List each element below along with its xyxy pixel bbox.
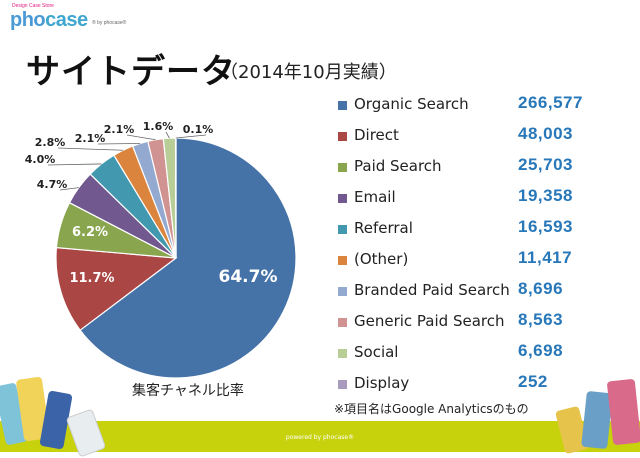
legend-label: Organic Search	[354, 95, 469, 113]
leader-line	[48, 164, 101, 165]
legend-swatch	[338, 101, 347, 110]
legend-swatch	[338, 256, 347, 265]
legend-swatch	[338, 163, 347, 172]
legend-swatch	[338, 380, 347, 389]
footnote: ※項目名はGoogle Analyticsのもの	[334, 400, 529, 417]
legend-value: 19,358	[518, 186, 573, 206]
pie-percent-label: 4.7%	[37, 178, 68, 191]
legend-value: 25,703	[518, 155, 573, 175]
legend-label: (Other)	[354, 250, 408, 268]
legend-label: Branded Paid Search	[354, 281, 510, 299]
legend-value: 6,698	[518, 341, 563, 361]
pie-percent-label: 1.6%	[143, 120, 174, 133]
pie-percent-label: 2.1%	[75, 132, 106, 145]
legend-value: 8,563	[518, 310, 563, 330]
pie-percent-label: 0.1%	[183, 123, 214, 136]
legend-label: Social	[354, 343, 398, 361]
legend-swatch	[338, 225, 347, 234]
leader-line	[58, 148, 123, 150]
legend-swatch	[338, 349, 347, 358]
legend-value: 16,593	[518, 217, 573, 237]
legend-value: 48,003	[518, 124, 573, 144]
pie-percent-label: 2.1%	[104, 123, 135, 136]
chart-caption: 集客チャネル比率	[132, 380, 244, 400]
pie-percent-label: 6.2%	[72, 225, 108, 240]
legend-label: Direct	[354, 126, 399, 144]
pie-percent-label: 11.7%	[69, 271, 114, 286]
legend-label: Generic Paid Search	[354, 312, 505, 330]
pie-percent-label: 4.0%	[25, 153, 56, 166]
legend-label: Display	[354, 374, 409, 392]
pie-percent-label: 2.8%	[35, 136, 66, 149]
legend-value: 8,696	[518, 279, 563, 299]
legend-label: Referral	[354, 219, 413, 237]
legend-swatch	[338, 194, 347, 203]
legend-swatch	[338, 318, 347, 327]
legend-label: Paid Search	[354, 157, 442, 175]
legend-label: Email	[354, 188, 396, 206]
legend-value: 11,417	[518, 248, 572, 268]
legend-swatch	[338, 287, 347, 296]
legend-value: 252	[518, 372, 548, 392]
legend-value: 266,577	[518, 93, 583, 113]
decorative-phone-case	[607, 379, 640, 446]
pie-percent-label: 64.7%	[219, 267, 278, 287]
legend-swatch	[338, 132, 347, 141]
